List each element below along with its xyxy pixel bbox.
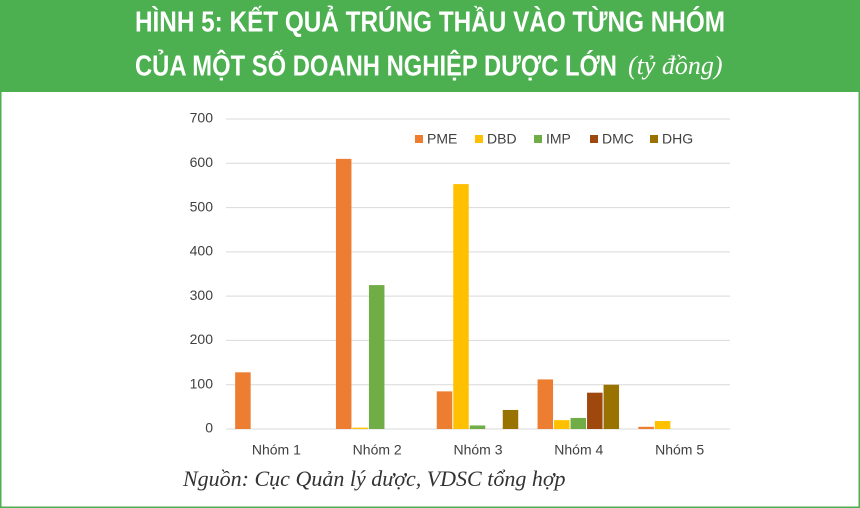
y-tick-label: 500 bbox=[190, 198, 214, 214]
legend-swatch bbox=[590, 135, 598, 143]
bar bbox=[469, 425, 486, 429]
bar bbox=[638, 426, 654, 429]
bar bbox=[570, 417, 587, 429]
legend-swatch bbox=[415, 135, 423, 143]
unit-label: (tỷ đồng) bbox=[628, 51, 723, 80]
bar bbox=[603, 384, 620, 429]
bar bbox=[453, 184, 469, 429]
y-tick-label: 300 bbox=[190, 287, 214, 303]
bar bbox=[587, 392, 603, 429]
legend-label: DMC bbox=[602, 131, 634, 147]
legend-label: PME bbox=[427, 131, 457, 147]
bar bbox=[654, 421, 671, 429]
x-tick-label: Nhóm 5 bbox=[655, 442, 704, 458]
x-tick-label: Nhóm 1 bbox=[252, 442, 301, 458]
y-tick-label: 100 bbox=[190, 375, 214, 391]
chart-title: CỦA MỘT SỐ DOANH NGHIỆP DƯỢC LỚN bbox=[135, 49, 617, 83]
y-tick-label: 400 bbox=[190, 243, 214, 259]
header-band bbox=[0, 0, 860, 92]
bar bbox=[368, 285, 385, 429]
chart-title: HÌNH 5: KẾT QUẢ TRÚNG THẦU VÀO TỪNG NHÓM bbox=[135, 5, 725, 39]
bar bbox=[352, 427, 368, 429]
bar bbox=[436, 391, 453, 429]
bar bbox=[335, 158, 352, 429]
bar bbox=[554, 420, 570, 429]
bar bbox=[502, 409, 519, 429]
legend-swatch bbox=[650, 135, 658, 143]
y-tick-label: 700 bbox=[190, 110, 214, 126]
y-tick-label: 200 bbox=[190, 331, 214, 347]
bar bbox=[235, 372, 251, 429]
x-tick-label: Nhóm 4 bbox=[554, 442, 603, 458]
bar bbox=[537, 379, 554, 429]
legend-label: IMP bbox=[546, 131, 571, 147]
legend-swatch bbox=[475, 135, 483, 143]
legend-label: DHG bbox=[662, 131, 693, 147]
y-tick-label: 0 bbox=[205, 420, 213, 436]
x-tick-label: Nhóm 2 bbox=[353, 442, 402, 458]
legend-swatch bbox=[534, 135, 542, 143]
legend-label: DBD bbox=[487, 131, 517, 147]
y-tick-label: 600 bbox=[190, 154, 214, 170]
x-tick-label: Nhóm 3 bbox=[453, 442, 502, 458]
source-note: Nguồn: Cục Quản lý dược, VDSC tổng hợp bbox=[182, 466, 566, 491]
